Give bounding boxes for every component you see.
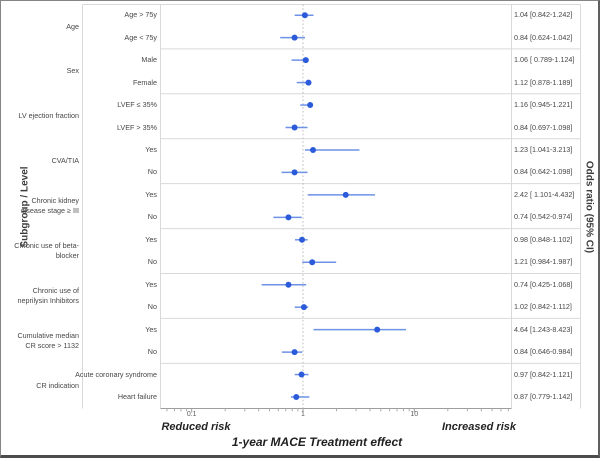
level-label: Acute coronary syndrome (75, 369, 157, 379)
level-label: No (147, 347, 157, 357)
odds-ratio-marker (291, 169, 298, 176)
odds-ratio-marker (291, 124, 298, 131)
odds-ratio-value: 1.06 [ 0.789-1.124] (514, 55, 575, 65)
odds-ratio-marker (285, 281, 292, 288)
x-tick-label: 10 (410, 411, 419, 418)
odds-ratio-value: 0.97 [0.842-1.121] (514, 369, 573, 379)
odds-ratio-marker (307, 102, 314, 109)
level-label: Yes (145, 234, 157, 244)
odds-ratio-value: 1.02 [0.842-1.112] (514, 302, 572, 312)
odds-ratio-value: 2.42 [ 1.101-4.432] (514, 189, 575, 199)
y-axis-title-right: Odds ratio (95% CI) (583, 160, 595, 254)
group-label: CR indication (36, 380, 79, 390)
group-label: LV ejection fraction (18, 111, 79, 121)
odds-ratio-marker (305, 79, 312, 86)
odds-ratio-value: 0.84 [0.624-1.042] (514, 32, 573, 42)
reduced-risk-label: Reduced risk (161, 421, 231, 433)
odds-ratio-value: 1.04 [0.842-1.242] (514, 10, 573, 20)
odds-ratio-marker (374, 326, 381, 333)
odds-ratio-marker (301, 12, 308, 19)
odds-ratio-value: 1.16 [0.945-1.221] (514, 100, 573, 110)
group-label: Cumulative median CR score > 1132 (17, 331, 79, 350)
odds-ratio-value: 0.87 [0.779-1.142] (514, 392, 573, 402)
odds-ratio-value: 0.84 [0.646-0.984] (514, 347, 573, 357)
odds-ratio-value: 1.12 [0.878-1.189] (514, 77, 573, 87)
level-label: Yes (145, 324, 157, 334)
level-label: No (147, 167, 157, 177)
level-label: Heart failure (117, 392, 157, 402)
odds-ratio-value: 0.74 [0.425-1.068] (514, 279, 573, 289)
odds-ratio-marker (299, 236, 306, 243)
group-label: Age (66, 21, 79, 31)
odds-ratio-value: 4.64 [1.243-8.423] (514, 324, 573, 334)
level-label: Yes (145, 279, 157, 289)
level-label: No (147, 212, 157, 222)
odds-ratio-marker (298, 371, 305, 378)
odds-ratio-marker (310, 146, 317, 153)
group-label: Chronic kidney disease stage ≥ III (20, 196, 79, 216)
level-label: LVEF ≤ 35% (117, 100, 157, 110)
level-label: Yes (145, 144, 157, 154)
level-label: No (147, 257, 157, 267)
odds-ratio-marker (342, 191, 349, 198)
odds-ratio-marker (309, 259, 316, 266)
x-tick-label: 0.1 (186, 411, 197, 418)
odds-ratio-marker (291, 349, 298, 356)
odds-ratio-value: 0.98 [0.848-1.102] (514, 234, 573, 244)
odds-ratio-marker (291, 34, 298, 41)
group-label: Chronic use of neprilysin Inhibitors (17, 286, 79, 305)
level-label: Female (133, 77, 157, 87)
x-axis-title: 1-year MACE Treatment effect (231, 435, 403, 449)
odds-ratio-value: 1.23 [1.041-3.213] (514, 144, 573, 154)
level-label: Yes (145, 189, 157, 199)
odds-ratio-value: 0.74 [0.542-0.974] (514, 212, 573, 222)
increased-risk-label: Increased risk (442, 421, 516, 433)
odds-ratio-marker (302, 57, 309, 64)
group-label: Sex (66, 66, 79, 76)
level-label: No (147, 302, 157, 312)
odds-ratio-marker (300, 304, 307, 311)
odds-ratio-marker (285, 214, 292, 221)
level-label: Age < 75y (124, 32, 157, 42)
level-label: Age > 75y (124, 10, 157, 20)
odds-ratio-value: 0.84 [0.642-1.098] (514, 167, 573, 177)
level-label: Male (141, 55, 157, 65)
odds-ratio-value: 0.84 [0.697-1.098] (514, 122, 573, 132)
x-tick-label: 1 (301, 411, 305, 418)
odds-ratio-value: 1.21 [0.984-1.987] (514, 257, 573, 267)
odds-ratio-marker (293, 394, 300, 401)
group-label: Chronic use of beta-blocker (14, 241, 79, 261)
group-label: CVA/TIA (51, 156, 79, 166)
level-label: LVEF > 35% (116, 122, 157, 132)
